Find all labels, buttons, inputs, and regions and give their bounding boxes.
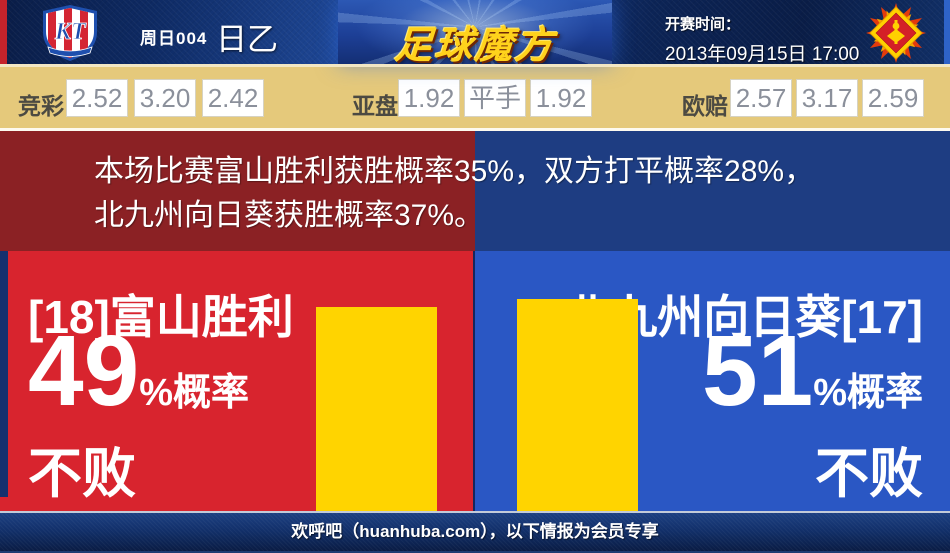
home-probability-value: 49	[28, 315, 140, 427]
kickoff-info: 开赛时间： 2013年09月15日 17:00	[665, 13, 859, 66]
home-team-name: [18]富山胜利	[28, 291, 294, 343]
panel-divider	[473, 251, 475, 511]
home-probability-suffix: %概率	[139, 372, 250, 414]
asian-handicap-line: 平手	[464, 79, 526, 117]
away-probability-value: 51	[701, 315, 814, 427]
away-probability: 51 %概率	[702, 321, 923, 421]
odds-bar: 竞彩 2.52 3.20 2.42 亚盘 1.92 平手 1.92 欧赔 2.5…	[0, 67, 950, 131]
analysis-band: 本场比赛富山胜利获胜概率35%，双方打平概率28%， 北九州向日葵获胜概率37%…	[0, 131, 950, 251]
away-prob-bar	[517, 299, 638, 511]
analysis-band-home-bg	[0, 131, 475, 251]
analysis-band-away-bg	[475, 131, 950, 251]
header-left-accent	[0, 0, 7, 64]
analysis-text: 本场比赛富山胜利获胜概率35%，双方打平概率28%， 北九州向日葵获胜概率37%…	[94, 150, 854, 238]
home-prediction-panel: [18]富山胜利 49 %概率 不败	[0, 251, 475, 511]
site-logo-text: 足球魔方	[393, 25, 557, 64]
home-predicted-result: 不败	[28, 444, 136, 504]
jingcai-home-odds: 2.52	[66, 79, 128, 117]
away-predicted-result: 不败	[815, 444, 923, 504]
analysis-line-1: 本场比赛富山胜利获胜概率35%，双方打平概率28%，	[94, 155, 815, 188]
asian-handicap-away-odds: 1.92	[530, 79, 592, 117]
kickoff-label: 开赛时间：	[665, 16, 741, 33]
footer: 欢呼吧（huanhuba.com），以下情报为会员专享	[0, 511, 950, 553]
left-edge-strip	[0, 251, 8, 497]
away-prediction-panel: 北九州向日葵[17] 51 %概率 不败	[475, 251, 950, 511]
home-team-crest-icon: KT	[43, 5, 97, 61]
league-name: 日乙	[216, 22, 278, 57]
euro-away-odds: 2.59	[862, 79, 924, 117]
home-prob-bar	[316, 307, 437, 511]
home-probability: 49 %概率	[28, 321, 249, 421]
jingcai-away-odds: 2.42	[202, 79, 264, 117]
site-logo[interactable]: 足球魔方	[338, 0, 612, 64]
jingcai-odds-label: 竞彩	[18, 93, 64, 119]
asian-handicap-home-odds: 1.92	[398, 79, 460, 117]
header-divider	[0, 64, 950, 67]
euro-odds-label: 欧赔	[682, 93, 728, 119]
glow-decoration	[355, 0, 595, 64]
match-number-label: 周日004	[140, 29, 208, 48]
header: KT 周日004 日乙 足球魔方 开赛时间： 2013年09月15日 17:00	[0, 0, 950, 67]
asian-handicap-label: 亚盘	[352, 93, 398, 119]
euro-draw-odds: 3.17	[796, 79, 858, 117]
jingcai-draw-odds: 3.20	[134, 79, 196, 117]
kickoff-time: 2013年09月15日 17:00	[665, 44, 860, 65]
footer-text: 欢呼吧（huanhuba.com），以下情报为会员专享	[291, 522, 659, 541]
prediction-panels: [18]富山胜利 49 %概率 不败 北九州向日葵[17] 51 %概率 不败	[0, 251, 950, 511]
away-probability-suffix: %概率	[813, 372, 923, 414]
svg-text:KT: KT	[54, 19, 87, 45]
away-team-crest-icon	[866, 3, 926, 63]
analysis-line-2: 北九州向日葵获胜概率37%。	[94, 199, 485, 232]
euro-home-odds: 2.57	[730, 79, 792, 117]
header-right-accent	[944, 0, 950, 64]
